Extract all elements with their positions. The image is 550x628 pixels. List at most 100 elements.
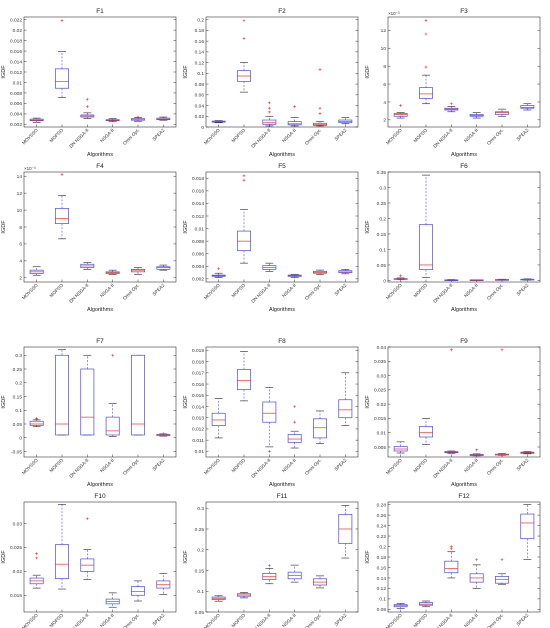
y-tick-label: 0.1 xyxy=(379,597,386,603)
y-tick-label: 0.3 xyxy=(197,506,204,512)
x-tick-label: NSGA-II xyxy=(463,128,479,144)
y-tick-label: 0.018 xyxy=(192,176,204,182)
y-tick-label: 0.35 xyxy=(377,170,387,176)
box-1 xyxy=(211,398,226,439)
box-iqr xyxy=(393,113,408,117)
y-axis-label: IGDF xyxy=(365,65,371,79)
outlier-point xyxy=(318,106,322,110)
plot-frame xyxy=(23,16,177,128)
y-tick-label: 0.011 xyxy=(192,438,204,444)
y-axis-label: IGDF xyxy=(365,550,371,564)
y-tick-label: 0.03 xyxy=(13,521,23,527)
x-tick-label: NSGA-II xyxy=(281,283,297,299)
y-tick-label: 0.1 xyxy=(197,589,204,595)
box-4 xyxy=(105,118,120,123)
y-tick-label: 4 xyxy=(19,259,22,265)
y-tick-label: 0.12 xyxy=(377,586,387,592)
box-2 xyxy=(237,19,251,93)
y-tick-label: 0 xyxy=(383,278,386,284)
x-tick-label: NSGA-II xyxy=(463,613,479,628)
outlier-point xyxy=(161,432,165,436)
y-tick-label: 0.014 xyxy=(192,404,204,410)
x-tick-label: Omni Opt. xyxy=(122,613,140,628)
y-tick-label: 0.1 xyxy=(379,247,386,253)
plot-frame xyxy=(205,346,359,458)
box-3 xyxy=(262,262,277,272)
box-6 xyxy=(338,269,353,275)
box-2 xyxy=(237,592,251,599)
plot-frame xyxy=(205,16,359,128)
box-5 xyxy=(131,354,145,436)
y-tick-label: 0.02 xyxy=(377,402,387,408)
panel-title: F10 xyxy=(94,493,106,500)
x-axis-label: Algorithms xyxy=(87,482,113,488)
box-iqr xyxy=(55,544,69,579)
box-6 xyxy=(156,432,171,437)
plot-frame xyxy=(23,501,177,613)
box-iqr xyxy=(131,586,145,596)
box-6 xyxy=(156,572,171,595)
x-tick-label: MOPSO xyxy=(49,612,65,628)
box-6 xyxy=(338,505,353,559)
x-tick-label: Omni Opt. xyxy=(304,283,322,301)
y-axis-label: IGDF xyxy=(1,65,7,79)
panel-title: F12 xyxy=(458,493,470,500)
y-tick-label: 0.01 xyxy=(377,431,387,437)
outlier-point xyxy=(318,112,322,115)
y-tick-label: 0.008 xyxy=(192,239,204,245)
y-tick-label: -0.05 xyxy=(11,449,22,455)
outlier-point xyxy=(267,106,271,110)
x-tick-label: SPEA2 xyxy=(516,612,530,626)
y-tick-label: 0.02 xyxy=(13,28,23,34)
x-tick-label: MOVSSO xyxy=(21,457,39,475)
y-tick-label: 0.2 xyxy=(15,381,22,387)
x-tick-label: MOPSO xyxy=(231,457,247,473)
plot-frame xyxy=(387,171,541,283)
box-1 xyxy=(29,552,44,589)
x-tick-label: MOVSSO xyxy=(21,282,39,300)
y-tick-label: 0.2 xyxy=(379,216,386,222)
box-4 xyxy=(469,112,484,119)
outlier-point xyxy=(293,420,297,424)
outlier-point xyxy=(449,102,453,106)
box-iqr xyxy=(262,119,277,125)
y-tick-label: 0.016 xyxy=(192,382,204,388)
x-tick-label: DN NSGA-II xyxy=(432,283,453,304)
box-iqr xyxy=(211,412,226,426)
x-tick-label: MOVSSO xyxy=(385,457,403,475)
outlier-point xyxy=(475,448,479,452)
outlier-point xyxy=(399,274,403,278)
y-tick-label: 0.012 xyxy=(192,214,204,220)
panel-f8: F8 0.01 0.011 0.012 0.013 0.014 0.015 0.016 0.01… xyxy=(183,338,359,488)
x-tick-label: Omni Opt. xyxy=(304,128,322,146)
y-tick-label: 8 xyxy=(19,225,22,231)
x-tick-label: Omni Opt. xyxy=(122,283,140,301)
box-iqr xyxy=(237,369,251,391)
outlier-point xyxy=(267,449,271,453)
outlier-point xyxy=(242,178,246,182)
box-1 xyxy=(29,417,44,428)
box-2 xyxy=(55,19,69,98)
y-tick-label: 2 xyxy=(19,276,22,282)
panel-f3: F3 2 4 6 8 10 12 ×10⁻³ IGDF MOVSSO MOPSO DN NSGA-II… xyxy=(365,8,541,158)
x-tick-label: MOPSO xyxy=(49,457,65,473)
y-tick-label: 0.017 xyxy=(192,371,204,377)
box-iqr xyxy=(131,354,145,436)
y-axis-label: IGDF xyxy=(365,220,371,234)
box-5 xyxy=(131,115,145,122)
outlier-point xyxy=(60,173,64,176)
outlier-point xyxy=(60,19,64,23)
y-tick-label: 0.25 xyxy=(195,527,205,533)
plot-frame xyxy=(205,501,359,613)
y-tick-label: 0.26 xyxy=(377,513,387,519)
panel-f9: F9 0.005 0.01 0.015 0.02 0.025 0.03 0.035 0.04 IG… xyxy=(365,338,541,488)
x-tick-label: MOVSSO xyxy=(21,612,39,628)
y-axis-label: IGDF xyxy=(365,395,371,409)
y-tick-label: 0.022 xyxy=(10,17,22,23)
y-tick-label: 0.2 xyxy=(197,17,204,23)
y-tick-label: 0.008 xyxy=(10,91,22,97)
box-1 xyxy=(29,117,44,123)
y-tick-label: 0.01 xyxy=(195,449,205,455)
panel-title: F11 xyxy=(277,493,288,500)
